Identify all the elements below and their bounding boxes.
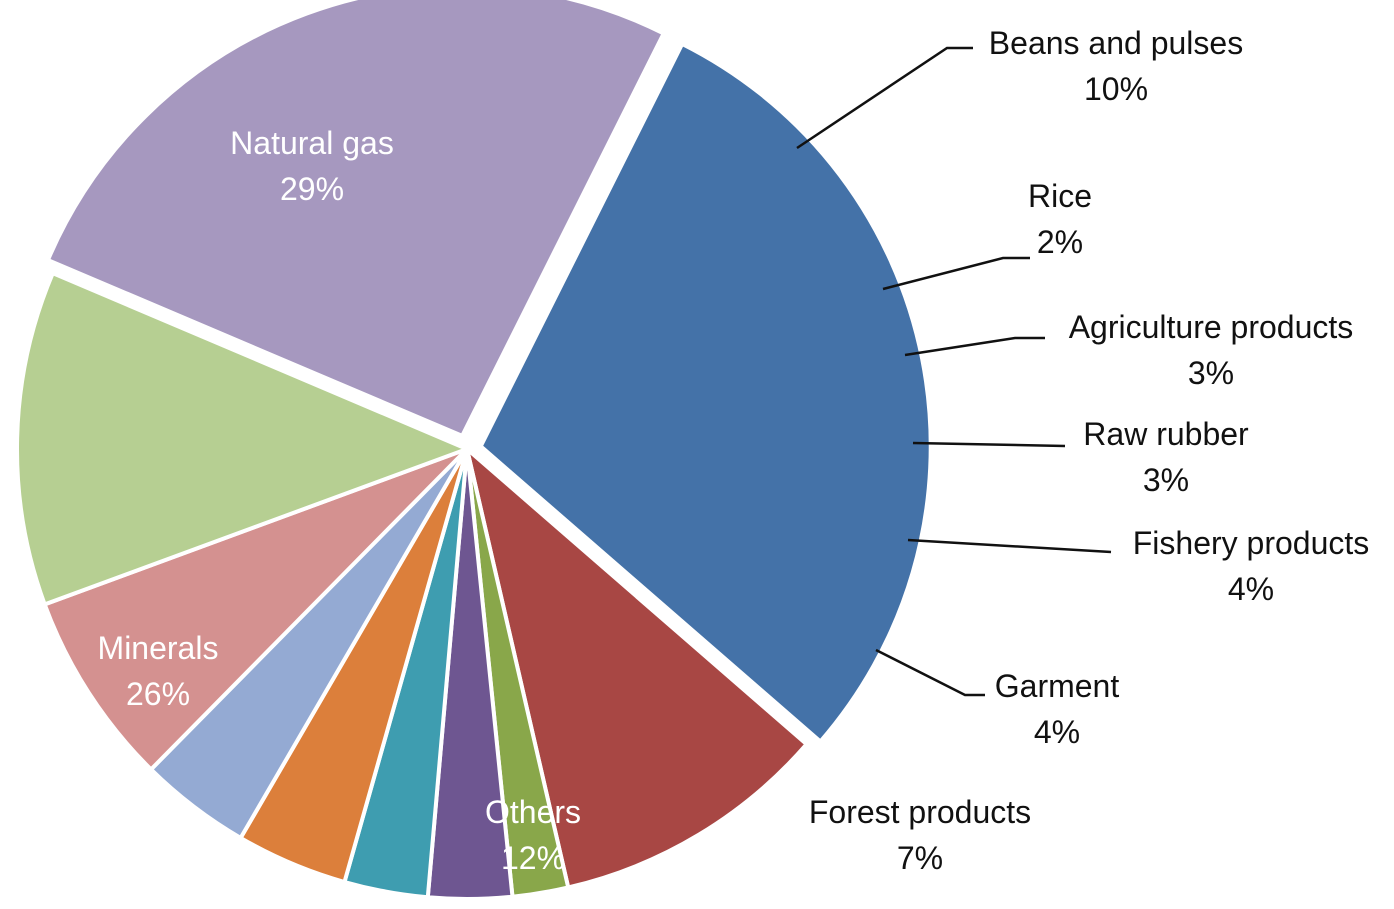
pie-slice-natural-gas <box>478 41 933 745</box>
leader-line-raw-rubber <box>912 441 1066 448</box>
slice-value-forest-products: 7% <box>897 840 943 876</box>
slice-value-fishery-products: 4% <box>1228 571 1274 607</box>
pie-slice-others <box>15 270 473 607</box>
leader-line-beans-and-pulses <box>796 46 973 150</box>
slice-value-minerals: 26% <box>126 676 190 712</box>
leader-line-agriculture-products <box>904 336 1045 357</box>
slice-label-others: Others <box>485 794 581 830</box>
slice-value-others: 12% <box>501 840 565 876</box>
slice-label-garment: Garment <box>995 668 1120 704</box>
slice-label-beans-and-pulses: Beans and pulses <box>989 25 1243 61</box>
slice-value-garment: 4% <box>1034 714 1080 750</box>
slice-value-raw-rubber: 3% <box>1143 462 1189 498</box>
slice-value-beans-and-pulses: 10% <box>1084 71 1148 107</box>
slice-label-raw-rubber: Raw rubber <box>1083 416 1249 452</box>
leader-line-garment <box>875 648 985 697</box>
slice-label-agriculture-products: Agriculture products <box>1069 309 1354 345</box>
slice-value-rice: 2% <box>1037 224 1083 260</box>
slice-value-natural-gas: 29% <box>280 171 344 207</box>
leader-line-rice <box>882 256 1030 291</box>
slice-label-fishery-products: Fishery products <box>1133 525 1370 561</box>
slice-label-forest-products: Forest products <box>809 794 1031 830</box>
slice-label-rice: Rice <box>1028 178 1092 214</box>
pie-slice-minerals <box>45 0 667 439</box>
pie-slice-beans-and-pulses <box>463 443 810 890</box>
slice-label-minerals: Minerals <box>98 630 219 666</box>
slice-label-natural-gas: Natural gas <box>230 125 394 161</box>
leader-line-fishery-products <box>907 538 1112 554</box>
slice-value-agriculture-products: 3% <box>1188 355 1234 391</box>
pie-slice-forest-products <box>42 447 469 773</box>
